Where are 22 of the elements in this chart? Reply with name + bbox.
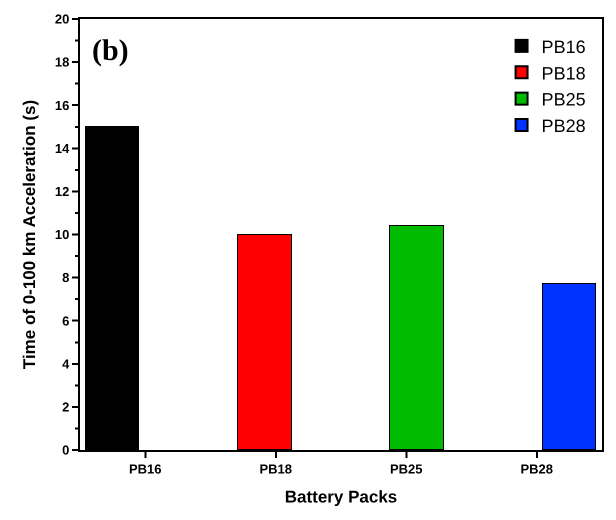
legend-label: PB18	[542, 63, 586, 84]
x-tick-label: PB28	[520, 462, 554, 477]
y-tick-label: 4	[62, 356, 70, 372]
y-tick-label: 10	[54, 227, 70, 242]
x-tick-label: PB18	[259, 462, 292, 477]
legend-label: PB16	[542, 36, 586, 57]
y-tick-label: 0	[62, 442, 70, 458]
x-tick-label: PB16	[128, 462, 162, 477]
y-tick-label: 18	[54, 54, 70, 70]
x-axis-title: Battery Packs	[284, 488, 398, 506]
y-tick-label: 20	[54, 12, 70, 27]
legend-label: PB25	[542, 90, 586, 110]
y-tick-label: 6	[62, 313, 70, 328]
y-tick-label: 16	[54, 98, 70, 113]
y-axis-title: Time of 0-100 km Acceleration (s)	[20, 100, 39, 370]
y-tick-label: 12	[54, 184, 70, 199]
y-tick-label: 14	[54, 140, 70, 156]
annotation: (b)	[92, 34, 129, 67]
y-tick-label: 8	[62, 270, 70, 286]
x-tick-label: PB25	[390, 462, 423, 477]
legend-label: PB28	[542, 116, 586, 136]
y-tick-label: 2	[62, 399, 70, 414]
